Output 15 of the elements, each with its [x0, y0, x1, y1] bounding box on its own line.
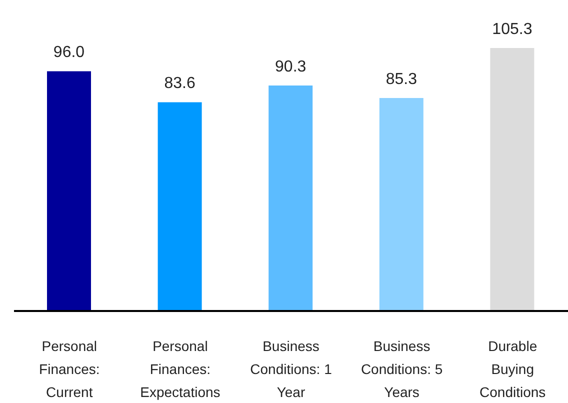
x-tick-label: Durable Buying Conditions [480, 338, 546, 400]
bar [158, 102, 202, 311]
data-label: 96.0 [53, 44, 85, 62]
bar [47, 71, 91, 311]
data-label: 85.3 [386, 70, 418, 88]
x-tick-label: Business Conditions: 1 Year [250, 338, 332, 400]
x-tick-label: Personal Finances: Current [39, 338, 100, 400]
data-label: 105.3 [492, 21, 532, 38]
bar [490, 48, 534, 311]
x-tick-label: Business Conditions: 5 Years [360, 338, 443, 400]
data-label: 90.3 [275, 58, 306, 76]
bar [379, 98, 424, 311]
data-label: 83.6 [164, 75, 196, 92]
bar [268, 85, 313, 311]
x-tick-label: Personal Finances: Expectations [140, 338, 220, 400]
